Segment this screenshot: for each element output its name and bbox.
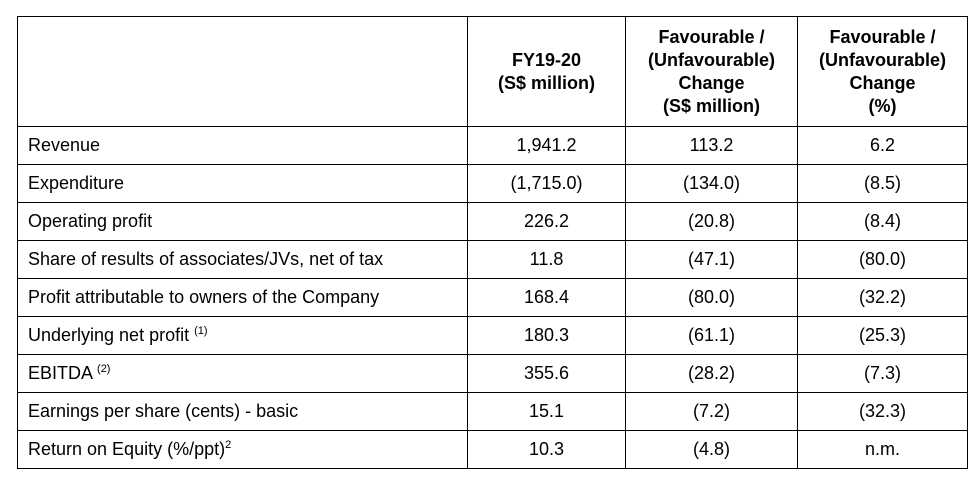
header-line: Favourable / <box>658 26 765 47</box>
fy-value: 180.3 <box>467 316 626 355</box>
change-value: (80.0) <box>625 278 798 317</box>
row-label: Underlying net profit (1) <box>17 316 468 355</box>
row-label: Expenditure <box>17 164 468 203</box>
table-row: Return on Equity (%/ppt)2 10.3 (4.8) n.m… <box>17 430 968 469</box>
header-line: Change <box>678 72 745 93</box>
fy-value: 1,941.2 <box>467 126 626 165</box>
row-label: Return on Equity (%/ppt)2 <box>17 430 468 469</box>
table-row: Share of results of associates/JVs, net … <box>17 240 968 279</box>
change-value: (61.1) <box>625 316 798 355</box>
header-row: FY19-20 (S$ million) Favourable / (Unfav… <box>17 16 968 127</box>
row-label: Revenue <box>17 126 468 165</box>
change-value: (20.8) <box>625 202 798 241</box>
footnote-marker: 2 <box>225 439 232 451</box>
change-value: (28.2) <box>625 354 798 393</box>
row-label-text: Profit attributable to owners of the Com… <box>28 287 380 307</box>
fy-value: 10.3 <box>467 430 626 469</box>
fy-value: 226.2 <box>467 202 626 241</box>
row-label: EBITDA (2) <box>17 354 468 393</box>
header-line: Change <box>849 72 916 93</box>
row-label-text: Underlying net profit <box>28 325 195 345</box>
fy-value: (1,715.0) <box>467 164 626 203</box>
fy-value: 168.4 <box>467 278 626 317</box>
change-percent: (8.5) <box>797 164 968 203</box>
table-row: Expenditure (1,715.0) (134.0) (8.5) <box>17 164 968 203</box>
header-line: (%) <box>868 95 897 116</box>
header-fy19-20: FY19-20 (S$ million) <box>467 16 626 127</box>
row-label-text: EBITDA <box>28 363 98 383</box>
table-row: Operating profit 226.2 (20.8) (8.4) <box>17 202 968 241</box>
row-label-text: Expenditure <box>28 173 125 193</box>
header-change-percent: Favourable / (Unfavourable) Change (%) <box>797 16 968 127</box>
table-row: Revenue 1,941.2 113.2 6.2 <box>17 126 968 165</box>
change-percent: (8.4) <box>797 202 968 241</box>
header-line: Favourable / <box>829 26 936 47</box>
header-empty-cell <box>17 16 468 127</box>
fy-value: 355.6 <box>467 354 626 393</box>
change-value: (134.0) <box>625 164 798 203</box>
table-row: Profit attributable to owners of the Com… <box>17 278 968 317</box>
table-row: Earnings per share (cents) - basic 15.1 … <box>17 392 968 431</box>
row-label: Share of results of associates/JVs, net … <box>17 240 468 279</box>
change-percent: 6.2 <box>797 126 968 165</box>
change-percent: (25.3) <box>797 316 968 355</box>
row-label: Earnings per share (cents) - basic <box>17 392 468 431</box>
footnote-marker: (2) <box>97 363 111 375</box>
fy-value: 11.8 <box>467 240 626 279</box>
header-line: (Unfavourable) <box>818 49 946 70</box>
table-row: EBITDA (2) 355.6 (28.2) (7.3) <box>17 354 968 393</box>
change-value: (4.8) <box>625 430 798 469</box>
row-label: Profit attributable to owners of the Com… <box>17 278 468 317</box>
header-line: (Unfavourable) <box>647 49 775 70</box>
row-label: Operating profit <box>17 202 468 241</box>
row-label-text: Revenue <box>28 135 101 155</box>
footnote-marker: (1) <box>194 325 208 337</box>
table-row: Underlying net profit (1) 180.3 (61.1) (… <box>17 316 968 355</box>
change-value: 113.2 <box>625 126 798 165</box>
change-percent: n.m. <box>797 430 968 469</box>
fy-value: 15.1 <box>467 392 626 431</box>
change-percent: (32.2) <box>797 278 968 317</box>
header-change-smillion: Favourable / (Unfavourable) Change (S$ m… <box>625 16 798 127</box>
header-line: FY19-20 <box>511 49 582 70</box>
header-line: (S$ million) <box>662 95 760 116</box>
financial-summary-table: FY19-20 (S$ million) Favourable / (Unfav… <box>17 16 968 469</box>
header-line: (S$ million) <box>497 72 595 93</box>
change-value: (7.2) <box>625 392 798 431</box>
change-percent: (7.3) <box>797 354 968 393</box>
row-label-text: Return on Equity (%/ppt) <box>28 439 226 459</box>
row-label-text: Earnings per share (cents) - basic <box>28 401 299 421</box>
row-label-text: Share of results of associates/JVs, net … <box>28 249 384 269</box>
change-percent: (32.3) <box>797 392 968 431</box>
change-percent: (80.0) <box>797 240 968 279</box>
change-value: (47.1) <box>625 240 798 279</box>
row-label-text: Operating profit <box>28 211 153 231</box>
